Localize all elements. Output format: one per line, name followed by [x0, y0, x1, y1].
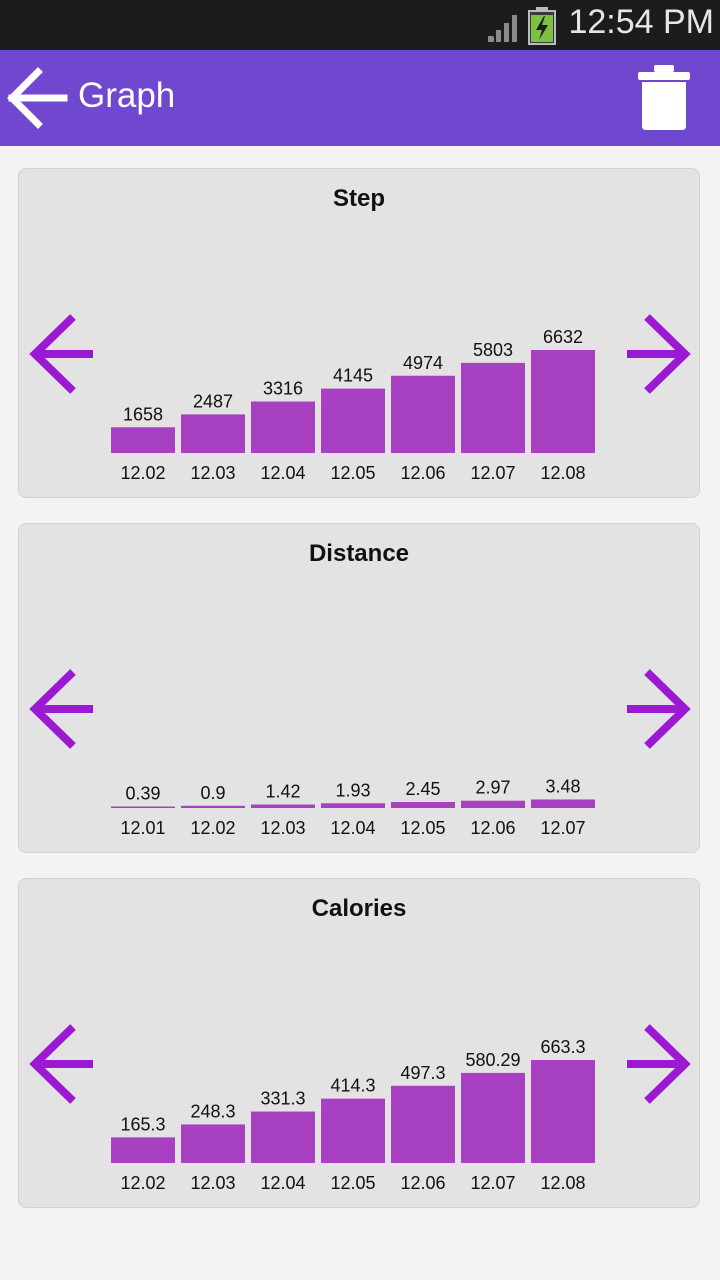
bar-value-label: 4974 — [403, 353, 443, 373]
bar — [531, 799, 595, 808]
x-tick-label: 12.05 — [330, 1173, 375, 1193]
bar-value-label: 5803 — [473, 340, 513, 360]
bar-value-label: 2.45 — [405, 779, 440, 799]
x-tick-label: 12.04 — [260, 463, 305, 483]
x-tick-label: 12.05 — [330, 463, 375, 483]
bar — [461, 362, 525, 453]
bar-value-label: 0.39 — [125, 784, 160, 804]
bar — [461, 1072, 525, 1163]
next-button[interactable] — [623, 1019, 693, 1109]
bar — [181, 805, 245, 808]
prev-button[interactable] — [27, 664, 97, 754]
bar-value-label: 663.3 — [540, 1037, 585, 1057]
x-tick-label: 12.07 — [470, 1173, 515, 1193]
x-tick-label: 12.02 — [190, 818, 235, 838]
bar — [111, 806, 175, 808]
bar-value-label: 1.42 — [265, 782, 300, 802]
bar-value-label: 4145 — [333, 366, 373, 386]
bar-value-label: 3.48 — [545, 776, 580, 796]
x-tick-label: 12.08 — [540, 1173, 585, 1193]
bar-value-label: 2487 — [193, 391, 233, 411]
app-bar: Graph — [0, 50, 720, 146]
arrow-right-icon — [627, 314, 691, 394]
delete-button[interactable] — [632, 62, 696, 134]
x-tick-label: 12.07 — [540, 818, 585, 838]
bar-value-label: 2.97 — [475, 778, 510, 798]
bar-value-label: 6632 — [543, 327, 583, 347]
distance-graph-card: Distance 0.39 12.01 0.9 12.02 1.42 12.03 1.93 1… — [18, 523, 700, 853]
bar-value-label: 3316 — [263, 379, 303, 399]
x-tick-label: 12.07 — [470, 463, 515, 483]
step-graph-card: Step 1658 12.02 2487 12.03 3316 12.04 4145 12.0… — [18, 168, 700, 498]
bar — [181, 414, 245, 453]
x-tick-label: 12.06 — [400, 463, 445, 483]
arrow-left-icon — [29, 314, 93, 394]
page-title: Graph — [78, 76, 176, 115]
bar-value-label: 1658 — [123, 404, 163, 424]
bar-value-label: 0.9 — [200, 783, 225, 803]
arrow-left-icon — [29, 1024, 93, 1104]
status-time: 12:54 PM — [568, 3, 714, 41]
bar — [321, 388, 385, 453]
bar — [251, 1111, 315, 1163]
bar — [111, 427, 175, 453]
step-bar-chart: 1658 12.02 2487 12.03 3316 12.04 4145 12.05 4974… — [111, 327, 595, 483]
bar — [181, 1124, 245, 1163]
bar — [321, 803, 385, 808]
next-button[interactable] — [623, 309, 693, 399]
x-tick-label: 12.02 — [120, 1173, 165, 1193]
prev-button[interactable] — [27, 1019, 97, 1109]
prev-button[interactable] — [27, 309, 97, 399]
status-bar: 12:54 PM — [0, 0, 720, 50]
x-tick-label: 12.04 — [260, 1173, 305, 1193]
bar — [461, 800, 525, 808]
x-tick-label: 12.08 — [540, 463, 585, 483]
card-title: Distance — [308, 540, 410, 567]
bar — [391, 801, 455, 808]
calories-bar-chart: 165.3 12.02 248.3 12.03 331.3 12.04 414.3 12.05… — [111, 1037, 595, 1193]
x-tick-label: 12.03 — [190, 1173, 235, 1193]
bar — [251, 401, 315, 453]
bar — [251, 804, 315, 808]
bar-value-label: 580.29 — [465, 1050, 520, 1070]
x-tick-label: 12.05 — [400, 818, 445, 838]
bar — [391, 1085, 455, 1163]
arrow-right-icon — [627, 1024, 691, 1104]
x-tick-label: 12.06 — [470, 818, 515, 838]
x-tick-label: 12.01 — [120, 818, 165, 838]
battery-charging-icon — [528, 7, 556, 45]
bar — [111, 1137, 175, 1163]
bar-value-label: 414.3 — [330, 1076, 375, 1096]
next-button[interactable] — [623, 664, 693, 754]
bar-value-label: 248.3 — [190, 1101, 235, 1121]
arrow-back-icon — [7, 67, 68, 129]
signal-icon — [488, 15, 517, 42]
arrow-right-icon — [627, 669, 691, 749]
bar — [391, 375, 455, 453]
bar-value-label: 165.3 — [120, 1114, 165, 1134]
x-tick-label: 12.03 — [260, 818, 305, 838]
bar-value-label: 331.3 — [260, 1089, 305, 1109]
x-tick-label: 12.04 — [330, 818, 375, 838]
distance-bar-chart: 0.39 12.01 0.9 12.02 1.42 12.03 1.93 12.04 2.45 1… — [111, 776, 595, 838]
x-tick-label: 12.06 — [400, 1173, 445, 1193]
bar — [531, 1060, 595, 1163]
x-tick-label: 12.03 — [190, 463, 235, 483]
bar-value-label: 1.93 — [335, 780, 370, 800]
x-tick-label: 12.02 — [120, 463, 165, 483]
card-title: Calories — [311, 895, 407, 922]
bar — [321, 1098, 385, 1163]
arrow-left-icon — [29, 669, 93, 749]
back-button[interactable] — [4, 60, 72, 136]
calories-graph-card: Calories 165.3 12.02 248.3 12.03 331.3 12.04 4… — [18, 878, 700, 1208]
trash-icon — [638, 65, 690, 130]
bar-value-label: 497.3 — [400, 1063, 445, 1083]
bar — [531, 350, 595, 453]
card-title: Step — [332, 185, 385, 212]
